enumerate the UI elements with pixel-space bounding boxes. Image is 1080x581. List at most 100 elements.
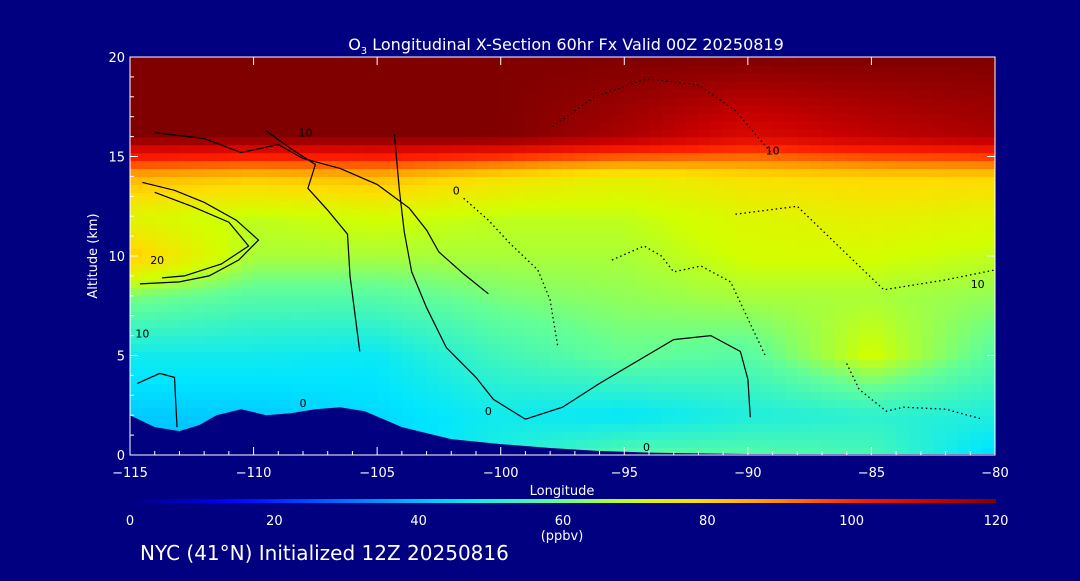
heatmap-cell	[488, 367, 502, 376]
heatmap-cell	[204, 176, 218, 185]
heatmap-cell	[673, 232, 687, 241]
heatmap-cell	[772, 407, 786, 416]
heatmap-cell	[401, 152, 415, 162]
heatmap-cell	[179, 303, 193, 313]
heatmap-cell	[426, 88, 440, 98]
heatmap-cell	[154, 311, 168, 321]
heatmap-cell	[698, 447, 712, 455]
heatmap-cell	[216, 391, 230, 400]
heatmap-cell	[315, 311, 329, 321]
heatmap-cell	[265, 104, 279, 114]
heatmap-cell	[574, 232, 588, 241]
heatmap-cell	[241, 367, 255, 376]
heatmap-cell	[574, 200, 588, 209]
heatmap-cell	[216, 72, 230, 82]
heatmap-cell	[389, 160, 403, 170]
heatmap-cell	[364, 112, 378, 122]
heatmap-cell	[191, 144, 205, 154]
heatmap-cell	[340, 256, 354, 265]
heatmap-cell	[747, 232, 761, 241]
heatmap-cell	[735, 216, 749, 225]
heatmap-cell	[476, 224, 489, 233]
heatmap-cell	[822, 65, 835, 74]
heatmap-cell	[920, 383, 934, 392]
heatmap-cell	[686, 279, 700, 289]
heatmap-cell	[352, 80, 366, 90]
heatmap-cell	[574, 65, 588, 74]
heatmap-cell	[772, 383, 786, 392]
heatmap-cell	[290, 88, 304, 98]
heatmap-cell	[809, 184, 823, 193]
heatmap-cell	[871, 72, 885, 82]
x-tick-label: −80	[981, 466, 1008, 481]
heatmap-cell	[982, 104, 995, 114]
heatmap-cell	[488, 224, 502, 233]
heatmap-cell	[772, 88, 786, 98]
heatmap-cell	[414, 399, 428, 408]
heatmap-cell	[513, 423, 527, 432]
heatmap-cell	[389, 232, 403, 241]
heatmap-cell	[216, 88, 230, 98]
heatmap-cell	[636, 295, 650, 305]
heatmap-cell	[364, 104, 378, 114]
heatmap-cell	[488, 72, 502, 82]
heatmap-cell	[636, 383, 650, 392]
contour-line	[265, 130, 361, 352]
heatmap-cell	[896, 184, 910, 193]
heatmap-cell	[747, 327, 761, 337]
heatmap-cell	[908, 295, 922, 305]
heatmap-cell	[686, 240, 700, 249]
heatmap-cell	[426, 240, 440, 249]
heatmap-cell	[624, 256, 638, 265]
heatmap-cell	[476, 248, 489, 257]
heatmap-cell	[747, 136, 761, 146]
heatmap-cell	[438, 72, 452, 82]
heatmap-cell	[340, 248, 354, 257]
heatmap-cell	[822, 423, 835, 432]
heatmap-cell	[191, 72, 205, 82]
heatmap-cell	[710, 295, 724, 305]
heatmap-cell	[859, 152, 873, 162]
heatmap-cell	[883, 200, 897, 209]
heatmap-cell	[401, 136, 415, 146]
heatmap-cell	[513, 303, 527, 313]
heatmap-cell	[463, 80, 477, 90]
heatmap-cell	[809, 303, 823, 313]
heatmap-cell	[438, 112, 452, 122]
heatmap-cell	[488, 65, 502, 74]
heatmap-cell	[303, 65, 316, 74]
heatmap-cell	[686, 248, 700, 257]
heatmap-cell	[130, 335, 143, 345]
heatmap-cell	[377, 136, 391, 146]
heatmap-cell	[698, 383, 712, 392]
heatmap-cell	[562, 287, 576, 297]
heatmap-cell	[537, 431, 551, 440]
heatmap-cell	[673, 271, 687, 281]
heatmap-cell	[315, 104, 329, 114]
heatmap-cell	[871, 200, 885, 209]
heatmap-cell	[377, 359, 391, 369]
heatmap-cell	[401, 144, 415, 154]
heatmap-cell	[710, 311, 724, 321]
heatmap-cell	[686, 295, 700, 305]
heatmap-cell	[760, 399, 774, 408]
heatmap-cell	[191, 399, 205, 408]
heatmap-cell	[784, 319, 798, 329]
heatmap-cell	[488, 423, 502, 432]
heatmap-cell	[315, 335, 329, 345]
heatmap-cell	[265, 88, 279, 98]
heatmap-cell	[908, 407, 922, 416]
heatmap-cell	[315, 248, 329, 257]
heatmap-cell	[179, 57, 193, 66]
heatmap-cell	[784, 240, 798, 249]
heatmap-cell	[611, 327, 625, 337]
heatmap-cell	[179, 423, 193, 432]
heatmap-cell	[142, 295, 156, 305]
heatmap-cell	[920, 80, 934, 90]
heatmap-cell	[908, 232, 922, 241]
heatmap-cell	[611, 192, 625, 201]
heatmap-cell	[241, 375, 255, 384]
heatmap-cell	[204, 264, 218, 273]
heatmap-cell	[315, 96, 329, 106]
heatmap-cell	[896, 232, 910, 241]
